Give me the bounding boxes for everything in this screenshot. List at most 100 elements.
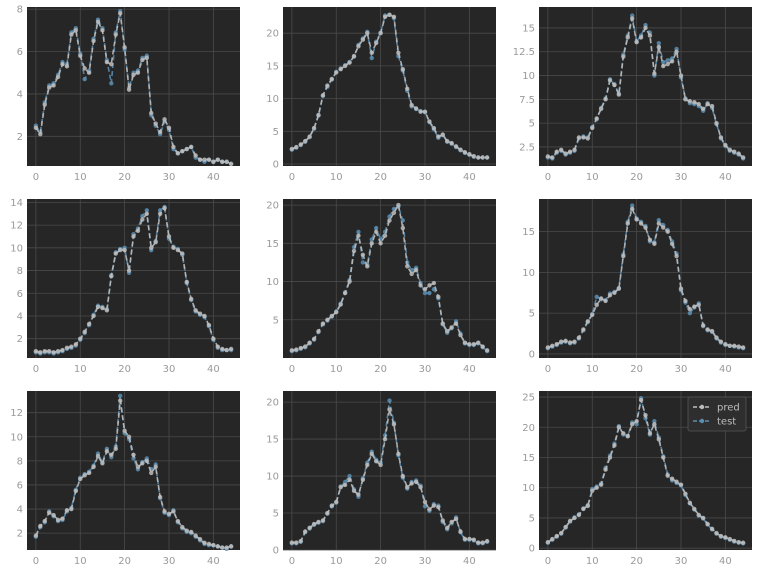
x-tick-label: 40 <box>207 556 220 567</box>
data-point-pred <box>307 134 312 139</box>
data-point-pred <box>91 38 96 44</box>
data-point-pred <box>60 347 65 353</box>
data-point-pred <box>378 241 383 246</box>
data-point-pred <box>678 73 684 78</box>
data-point-pred <box>674 253 679 259</box>
data-point-test <box>369 55 374 61</box>
data-point-pred <box>458 529 463 534</box>
y-tick-label: 10 <box>522 268 535 279</box>
data-point-pred <box>692 304 697 309</box>
data-point-pred <box>413 106 419 111</box>
data-point-pred <box>449 519 454 525</box>
data-point-pred <box>202 540 207 545</box>
data-point-pred <box>723 341 728 347</box>
data-point-pred <box>149 245 154 251</box>
data-point-test <box>373 225 379 231</box>
data-point-pred <box>294 540 299 545</box>
data-point-pred <box>598 482 604 487</box>
data-point-pred <box>38 350 43 355</box>
data-point-pred <box>302 529 308 534</box>
plot-background <box>27 7 240 166</box>
data-point-pred <box>373 40 379 46</box>
y-tick-label: 4 <box>17 505 23 516</box>
y-tick-label: 15 <box>266 435 279 446</box>
data-point-test <box>687 310 693 316</box>
data-point-pred <box>453 516 459 522</box>
data-point-pred <box>347 279 352 284</box>
data-point-pred <box>409 102 414 108</box>
data-point-pred <box>391 210 397 215</box>
data-point-pred <box>634 217 639 222</box>
data-point-pred <box>550 536 555 542</box>
data-point-pred <box>453 321 459 326</box>
data-point-pred <box>100 305 105 311</box>
data-point-pred <box>727 147 733 153</box>
data-point-pred <box>422 499 428 505</box>
x-tick-label: 30 <box>675 556 688 567</box>
subplot-9: 0 10 20 30 40 0 5 10 15 20 25 pred test <box>522 391 752 567</box>
y-tick-label: 6 <box>17 47 23 58</box>
data-point-pred <box>665 473 670 478</box>
data-point-pred <box>727 343 733 348</box>
data-point-pred <box>334 309 339 315</box>
subplot-4: 0 10 20 30 40 2 4 6 8 10 12 14 <box>10 198 240 375</box>
data-point-pred <box>687 306 693 312</box>
y-tick-label: 10 <box>266 277 279 288</box>
x-tick-label: 0 <box>545 172 551 183</box>
data-point-pred <box>342 482 348 488</box>
x-tick-label: 20 <box>374 172 387 183</box>
data-point-pred <box>113 251 118 256</box>
data-point-pred <box>382 14 388 20</box>
data-point-pred <box>607 293 613 298</box>
data-point-pred <box>700 323 706 328</box>
data-point-pred <box>78 476 83 482</box>
data-point-pred <box>104 449 110 454</box>
data-point-pred <box>298 345 303 351</box>
data-point-pred <box>674 479 679 484</box>
data-point-pred <box>740 540 746 545</box>
data-point-pred <box>180 148 185 154</box>
y-tick-label: 5 <box>529 309 535 320</box>
data-point-pred <box>692 506 697 512</box>
data-point-pred <box>175 518 181 524</box>
data-point-pred <box>625 434 630 439</box>
data-point-pred <box>387 407 392 412</box>
data-point-pred <box>647 237 653 242</box>
data-point-pred <box>603 97 608 102</box>
data-point-pred <box>153 239 158 245</box>
data-point-pred <box>334 70 339 75</box>
y-tick-label: 2 <box>17 334 23 345</box>
data-point-pred <box>157 211 163 216</box>
data-point-pred <box>736 539 741 545</box>
y-tick-label: 0 <box>273 546 279 557</box>
data-point-pred <box>740 345 746 350</box>
data-point-pred <box>126 268 132 273</box>
data-point-pred <box>554 341 559 347</box>
data-point-pred <box>736 151 741 156</box>
data-point-pred <box>307 525 312 531</box>
x-tick-label: 10 <box>586 556 599 567</box>
y-tick-label: 20 <box>522 423 535 434</box>
data-point-pred <box>220 346 225 352</box>
data-point-pred <box>55 517 61 523</box>
data-point-test <box>117 393 123 399</box>
data-point-pred <box>669 59 675 64</box>
y-tick-label: 15 <box>266 61 279 72</box>
data-point-pred <box>171 509 176 514</box>
data-point-pred <box>365 30 370 36</box>
data-point-pred <box>382 436 388 442</box>
data-point-pred <box>82 473 87 478</box>
data-point-pred <box>149 110 154 116</box>
data-point-pred <box>576 512 582 518</box>
data-point-pred <box>418 484 423 490</box>
y-tick-label: 2 <box>17 529 23 540</box>
data-point-pred <box>687 99 693 104</box>
data-point-pred <box>572 147 577 153</box>
data-point-pred <box>444 525 450 531</box>
data-point-test <box>347 473 352 479</box>
data-point-pred <box>444 138 450 144</box>
data-point-pred <box>211 336 216 341</box>
data-point-pred <box>351 248 357 254</box>
data-point-pred <box>109 452 114 458</box>
data-point-pred <box>656 221 662 226</box>
